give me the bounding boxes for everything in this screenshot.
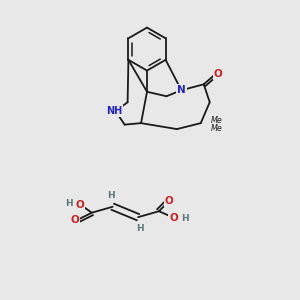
Text: O: O — [76, 200, 85, 210]
Text: N: N — [177, 85, 186, 95]
Text: Me: Me — [211, 124, 223, 133]
Text: O: O — [70, 215, 79, 225]
Text: H: H — [107, 191, 115, 200]
Text: O: O — [214, 69, 223, 79]
Text: Me: Me — [211, 116, 223, 125]
Text: NH: NH — [106, 106, 122, 116]
Text: O: O — [164, 196, 173, 206]
Text: H: H — [181, 214, 189, 223]
Text: O: O — [169, 213, 178, 223]
Text: H: H — [65, 199, 73, 208]
Text: H: H — [136, 224, 143, 233]
